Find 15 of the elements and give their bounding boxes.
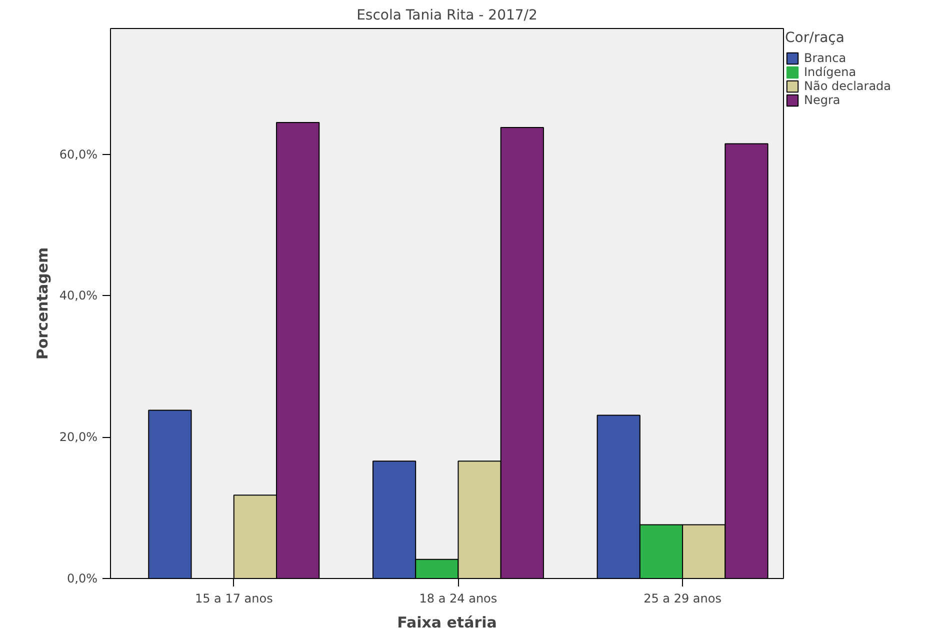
x-tick-label: 15 a 17 anos <box>194 592 273 606</box>
y-tick-label: 40,0% <box>59 288 98 303</box>
x-tick-label: 18 a 24 anos <box>419 592 498 606</box>
y-tick-label: 0,0% <box>67 572 98 586</box>
x-tick-label: 25 a 29 anos <box>644 592 722 606</box>
legend-label: Indígena <box>804 65 856 79</box>
legend-label: Negra <box>804 93 840 107</box>
legend-label: Não declarada <box>804 79 892 93</box>
x-axis-title: Faixa etária <box>397 614 497 632</box>
y-tick-label: 20,0% <box>59 430 98 444</box>
chart-title: Escola Tania Rita - 2017/2 <box>356 8 538 24</box>
legend-title: Cor/raça <box>785 30 846 46</box>
legend-label: Branca <box>804 51 846 65</box>
y-tick-label: 60,0% <box>59 147 98 162</box>
y-axis-title: Porcentagem <box>33 247 52 360</box>
